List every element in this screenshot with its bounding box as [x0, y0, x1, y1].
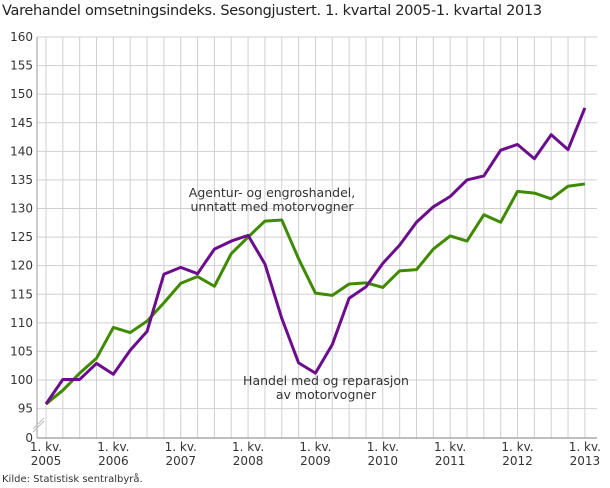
chart-title: Varehandel omsetningsindeks. Sesongjuste…: [2, 3, 542, 19]
x-tick-label: 1. kv.: [434, 440, 466, 454]
y-tick-label: 0: [25, 431, 33, 445]
axis-break-mark: [32, 417, 45, 430]
y-tick-label: 115: [10, 287, 33, 301]
y-tick-label: 135: [10, 173, 33, 187]
series-label: Agentur- og engroshandel,: [189, 185, 355, 200]
series-label: av motorvogner: [276, 387, 377, 402]
x-tick-label: 1. kv.: [501, 440, 533, 454]
y-tick-label: 95: [18, 402, 33, 416]
y-tick-label: 155: [10, 59, 33, 73]
x-tick-label: 1. kv.: [299, 440, 331, 454]
source-note: Kilde: Statistisk sentralbyrå.: [2, 474, 143, 485]
x-tick-label: 1. kv.: [30, 440, 62, 454]
x-tick-label: 2013: [570, 454, 601, 468]
x-tick-label: 2010: [368, 454, 399, 468]
y-tick-label: 110: [10, 316, 33, 330]
series-label: unntatt med motorvogner: [190, 199, 354, 214]
x-tick-label: 1. kv.: [367, 440, 399, 454]
axis-break-mark: [32, 420, 45, 433]
x-tick-label: 1. kv.: [569, 440, 601, 454]
x-tick-label: 2005: [31, 454, 62, 468]
y-tick-label: 160: [10, 30, 33, 44]
y-tick-label: 100: [10, 373, 33, 387]
x-tick-label: 2009: [300, 454, 331, 468]
x-tick-label: 1. kv.: [232, 440, 264, 454]
x-tick-label: 2012: [502, 454, 533, 468]
x-tick-label: 2006: [98, 454, 129, 468]
y-tick-label: 150: [10, 87, 33, 101]
y-tick-label: 105: [10, 344, 33, 358]
x-tick-label: 2008: [233, 454, 264, 468]
x-tick-label: 2011: [435, 454, 466, 468]
y-tick-label: 125: [10, 230, 33, 244]
x-tick-label: 1. kv.: [165, 440, 197, 454]
y-tick-label: 145: [10, 116, 33, 130]
x-tick-label: 1. kv.: [97, 440, 129, 454]
y-tick-label: 120: [10, 259, 33, 273]
x-tick-label: 2007: [165, 454, 196, 468]
y-tick-label: 140: [10, 144, 33, 158]
y-tick-label: 130: [10, 202, 33, 216]
series-label: Handel med og reparasjon: [243, 373, 409, 388]
